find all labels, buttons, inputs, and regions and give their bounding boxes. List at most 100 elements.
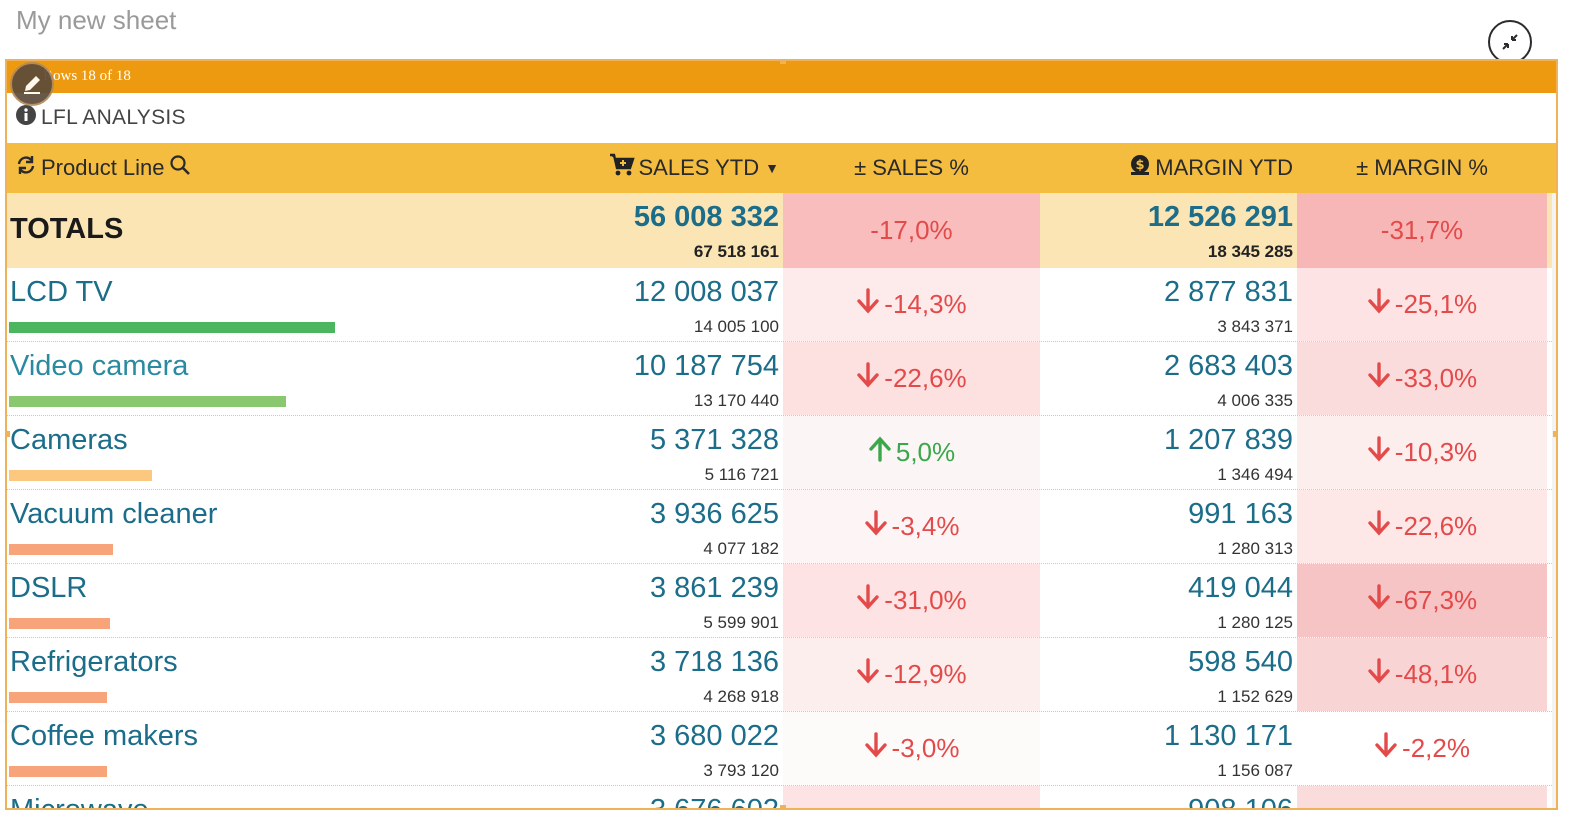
margin-value: 1 130 171 xyxy=(1163,720,1293,752)
totals-row: TOTALS 56 008 332 67 518 161 -17,0% 12 5… xyxy=(7,193,1556,268)
sales-cell: 12 008 037 14 005 100 xyxy=(527,268,783,341)
arrow-down-icon xyxy=(1367,362,1391,395)
product-line-cell[interactable]: Refrigerators xyxy=(7,638,527,711)
sales-pct: -14,3% xyxy=(783,268,1040,341)
product-line-cell[interactable]: Cameras xyxy=(7,416,527,489)
margin-prev-value: 1 156 087 xyxy=(1217,761,1293,780)
margin-pct: -67,3% xyxy=(1297,564,1547,637)
product-line-name[interactable]: Coffee makers xyxy=(10,720,199,752)
sort-desc-icon[interactable]: ▼ xyxy=(765,160,779,176)
sales-share-bar xyxy=(9,470,152,481)
margin-pct-cell: -22,6% xyxy=(1297,490,1547,563)
sales-pct-cell: -31,0% xyxy=(783,564,1040,637)
sales-value: 3 936 625 xyxy=(649,498,779,530)
margin-pct: -25,1% xyxy=(1297,268,1547,341)
product-line-name[interactable]: Microwave xyxy=(10,794,149,810)
sales-share-bar xyxy=(9,396,286,407)
collapse-arrows-icon[interactable] xyxy=(1488,20,1532,64)
totals-margin-cell: 12 526 291 18 345 285 xyxy=(1040,193,1297,268)
totals-margin-prev: 18 345 285 xyxy=(1207,242,1293,261)
table-row[interactable]: Microwave 3 676 602 908 106 xyxy=(7,786,1556,810)
sales-pct-value: -12,9% xyxy=(884,659,967,689)
info-icon[interactable] xyxy=(15,104,37,132)
search-icon[interactable] xyxy=(169,154,191,182)
product-line-name[interactable]: Vacuum cleaner xyxy=(10,498,218,530)
column-header-product-line[interactable]: Product Line xyxy=(15,143,191,193)
arrow-down-icon xyxy=(1367,436,1391,469)
product-line-cell[interactable]: LCD TV xyxy=(7,268,527,341)
arrow-down-icon xyxy=(864,732,888,765)
margin-cell: 1 130 171 1 156 087 xyxy=(1040,712,1297,785)
margin-pct: -48,1% xyxy=(1297,638,1547,711)
resize-handle[interactable] xyxy=(780,61,786,64)
margin-pct-cell: -67,3% xyxy=(1297,564,1547,637)
margin-cell: 991 163 1 280 313 xyxy=(1040,490,1297,563)
column-header-sales-ytd[interactable]: SALES YTD ▼ xyxy=(527,143,783,193)
margin-cell: 419 044 1 280 125 xyxy=(1040,564,1297,637)
sales-value: 10 187 754 xyxy=(633,350,779,382)
product-line-cell[interactable]: DSLR xyxy=(7,564,527,637)
margin-cell: 908 106 xyxy=(1040,786,1297,808)
arrow-down-icon xyxy=(1367,584,1391,617)
product-line-cell[interactable]: Coffee makers xyxy=(7,712,527,785)
sheet-title: My new sheet xyxy=(16,5,177,35)
product-line-name[interactable]: Cameras xyxy=(10,424,128,456)
product-line-cell[interactable]: Vacuum cleaner xyxy=(7,490,527,563)
sales-pct-cell: -3,4% xyxy=(783,490,1040,563)
pencil-icon[interactable] xyxy=(10,62,54,106)
column-header-margin-pct[interactable]: ± MARGIN % xyxy=(1297,143,1547,193)
cart-icon xyxy=(609,153,636,183)
vertical-scrollbar[interactable] xyxy=(1552,193,1556,808)
product-line-name[interactable]: Video camera xyxy=(10,350,189,382)
margin-prev-value: 1 280 125 xyxy=(1217,613,1293,632)
column-label: ± MARGIN % xyxy=(1356,155,1488,180)
table-row[interactable]: Vacuum cleaner 3 936 625 4 077 182 -3,4% 991… xyxy=(7,490,1556,564)
resize-handle[interactable] xyxy=(7,431,10,437)
table-row[interactable]: Refrigerators 3 718 136 4 268 918 -12,9% 598… xyxy=(7,638,1556,712)
arrow-down-icon xyxy=(856,584,880,617)
table-row[interactable]: Cameras 5 371 328 5 116 721 5,0% 1 207 839 1 … xyxy=(7,416,1556,490)
product-line-cell[interactable]: Video camera xyxy=(7,342,527,415)
refresh-icon[interactable] xyxy=(15,154,37,182)
sales-prev-value: 4 268 918 xyxy=(703,687,779,706)
sales-pct-value: -14,3% xyxy=(884,289,967,319)
margin-prev-value: 4 006 335 xyxy=(1217,391,1293,410)
rows-count-label: Rows 18 of 18 xyxy=(43,68,131,84)
money-bag-icon: $ xyxy=(1128,153,1152,183)
margin-pct-value: -25,1% xyxy=(1394,289,1478,319)
margin-value: 2 683 403 xyxy=(1163,350,1293,382)
sales-cell: 5 371 328 5 116 721 xyxy=(527,416,783,489)
totals-margin-pct: -31,7% xyxy=(1380,215,1464,245)
table-row[interactable]: Coffee makers 3 680 022 3 793 120 -3,0% 1 13… xyxy=(7,712,1556,786)
resize-handle[interactable] xyxy=(1553,431,1556,437)
resize-handle[interactable] xyxy=(780,805,786,808)
margin-pct-cell: -2,2% xyxy=(1297,712,1547,785)
margin-pct-value: -33,0% xyxy=(1394,363,1478,393)
sales-pct-cell: -12,9% xyxy=(783,638,1040,711)
sales-share-bar xyxy=(9,544,113,555)
table-object[interactable]: Rows 18 of 18 LFL ANALYSIS Product Line … xyxy=(5,59,1558,810)
totals-sales-pct-cell: -17,0% xyxy=(783,193,1040,268)
margin-pct xyxy=(1297,786,1547,808)
product-line-name[interactable]: DSLR xyxy=(10,572,88,604)
table-row[interactable]: Video camera 10 187 754 13 170 440 -22,6% 2 … xyxy=(7,342,1556,416)
margin-pct-cell xyxy=(1297,786,1547,808)
sales-value: 3 718 136 xyxy=(649,646,779,678)
product-line-cell[interactable]: Microwave xyxy=(7,786,527,810)
column-header-sales-pct[interactable]: ± SALES % xyxy=(783,143,1040,193)
column-label: MARGIN YTD xyxy=(1155,155,1293,180)
table-row[interactable]: DSLR 3 861 239 5 599 901 -31,0% 419 044 1 280… xyxy=(7,564,1556,638)
margin-prev-value: 3 843 371 xyxy=(1217,317,1293,336)
margin-pct: -33,0% xyxy=(1297,342,1547,415)
sales-pct xyxy=(783,786,1040,808)
margin-pct: -2,2% xyxy=(1297,712,1547,785)
sales-pct-cell: -14,3% xyxy=(783,268,1040,341)
table-row[interactable]: LCD TV 12 008 037 14 005 100 -14,3% 2 877 83… xyxy=(7,268,1556,342)
arrow-down-icon xyxy=(1367,658,1391,691)
sales-value: 3 861 239 xyxy=(649,572,779,604)
column-header-margin-ytd[interactable]: $ MARGIN YTD xyxy=(1040,143,1297,193)
product-line-name[interactable]: LCD TV xyxy=(10,276,113,308)
product-line-name[interactable]: Refrigerators xyxy=(10,646,178,678)
column-label: ± SALES % xyxy=(854,155,969,180)
sales-pct-value: -31,0% xyxy=(884,585,967,615)
